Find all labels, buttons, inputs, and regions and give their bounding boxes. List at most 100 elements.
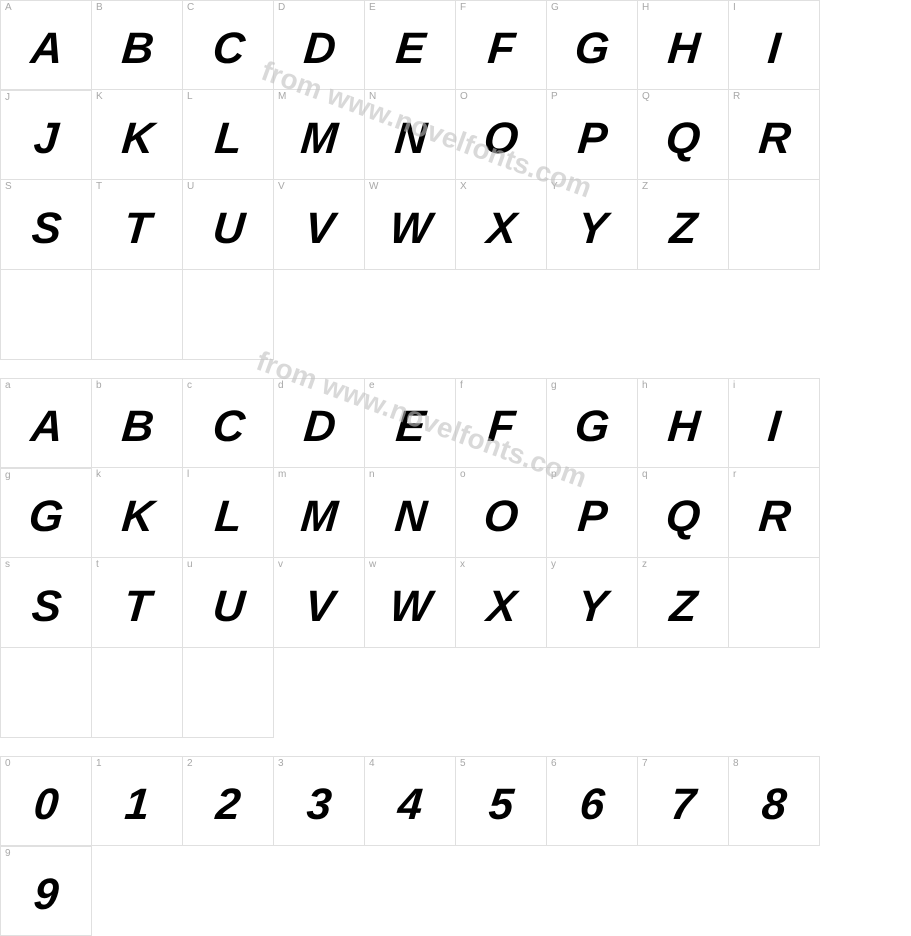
cell-label: P: [551, 91, 558, 102]
cell-label: d: [278, 380, 284, 391]
cell-glyph: J: [32, 114, 60, 164]
cell-glyph: 9: [32, 870, 60, 920]
cell-glyph: 8: [760, 780, 788, 830]
cell-label: c: [187, 380, 192, 391]
charmap-cell: LL: [183, 90, 274, 180]
charmap-cell: [729, 180, 820, 270]
charmap-cell: eE: [365, 378, 456, 468]
cell-glyph: Q: [664, 492, 702, 542]
cell-label: b: [96, 380, 102, 391]
charmap-section-lowercase: aAbBcCdDeEfFgGhHiIgGkKlLmMnNoOpPqQrRsStT…: [0, 378, 910, 738]
charmap-cell: RR: [729, 90, 820, 180]
cell-glyph: 6: [578, 780, 606, 830]
charmap-cell: cC: [183, 378, 274, 468]
cell-label: L: [187, 91, 193, 102]
cell-glyph: 0: [32, 780, 60, 830]
cell-glyph: C: [210, 24, 245, 74]
charmap-cell: [183, 648, 274, 738]
charmap-cell: sS: [1, 558, 92, 648]
cell-label: D: [278, 2, 285, 13]
charmap-cell: tT: [92, 558, 183, 648]
cell-label: C: [187, 2, 194, 13]
charmap-cell: QQ: [638, 90, 729, 180]
charmap-cell: DD: [274, 0, 365, 90]
cell-label: V: [278, 181, 285, 192]
cell-glyph: U: [210, 204, 245, 254]
cell-glyph: O: [482, 114, 520, 164]
cell-label: q: [642, 469, 648, 480]
cell-glyph: X: [485, 582, 518, 632]
cell-label: 6: [551, 758, 557, 769]
cell-label: 7: [642, 758, 648, 769]
cell-label: u: [187, 559, 193, 570]
charmap-cell: [1, 270, 92, 360]
cell-label: l: [187, 469, 189, 480]
charmap-cell: mM: [274, 468, 365, 558]
cell-label: 1: [96, 758, 102, 769]
cell-label: n: [369, 469, 375, 480]
cell-glyph: Z: [668, 204, 698, 254]
cell-label: p: [551, 469, 557, 480]
cell-label: g: [5, 470, 11, 481]
cell-glyph: T: [122, 582, 152, 632]
charmap-cell: [183, 270, 274, 360]
cell-glyph: L: [213, 114, 243, 164]
section-gap: [0, 738, 911, 756]
charmap-cell: gG: [1, 468, 92, 558]
cell-glyph: L: [213, 492, 243, 542]
charmap-cell: VV: [274, 180, 365, 270]
charmap-cell: BB: [92, 0, 183, 90]
cell-label: W: [369, 181, 378, 192]
charmap-cell: ZZ: [638, 180, 729, 270]
cell-glyph: 3: [305, 780, 333, 830]
cell-label: s: [5, 559, 10, 570]
charmap-section-uppercase: AABBCCDDEEFFGGHHIIJJKKLLMMNNOOPPQQRRSSTT…: [0, 0, 910, 360]
charmap-cell: 77: [638, 756, 729, 846]
cell-label: S: [5, 181, 12, 192]
cell-glyph: P: [576, 114, 609, 164]
cell-glyph: S: [30, 582, 63, 632]
cell-label: r: [733, 469, 736, 480]
charmap-cell: 33: [274, 756, 365, 846]
cell-label: k: [96, 469, 101, 480]
charmap-cell: 55: [456, 756, 547, 846]
charmap-cell: 11: [92, 756, 183, 846]
cell-glyph: U: [210, 582, 245, 632]
charmap-cell: wW: [365, 558, 456, 648]
cell-label: X: [460, 181, 467, 192]
charmap-cell: PP: [547, 90, 638, 180]
cell-label: U: [187, 181, 194, 192]
cell-glyph: F: [486, 402, 516, 452]
cell-label: O: [460, 91, 468, 102]
cell-glyph: W: [388, 204, 433, 254]
cell-glyph: I: [766, 402, 782, 452]
charmap-cell: hH: [638, 378, 729, 468]
charmap-cell: 88: [729, 756, 820, 846]
cell-label: K: [96, 91, 103, 102]
charmap-cell: SS: [1, 180, 92, 270]
cell-label: f: [460, 380, 463, 391]
cell-label: Z: [642, 181, 648, 192]
cell-glyph: 4: [396, 780, 424, 830]
charmap-cell: oO: [456, 468, 547, 558]
charmap-cell: yY: [547, 558, 638, 648]
cell-label: w: [369, 559, 376, 570]
cell-glyph: R: [756, 114, 791, 164]
cell-glyph: 5: [487, 780, 515, 830]
cell-label: y: [551, 559, 556, 570]
cell-glyph: B: [119, 402, 154, 452]
charmap-cell: 66: [547, 756, 638, 846]
section-gap: [0, 360, 911, 378]
charmap-cell: 99: [1, 846, 92, 936]
charmap-cell: aA: [1, 378, 92, 468]
charmap-cell: II: [729, 0, 820, 90]
charmap-cell: KK: [92, 90, 183, 180]
charmap-cell: JJ: [1, 90, 92, 180]
cell-glyph: 2: [214, 780, 242, 830]
cell-glyph: G: [573, 24, 611, 74]
charmap-cell: lL: [183, 468, 274, 558]
cell-glyph: H: [665, 24, 700, 74]
cell-label: J: [5, 92, 10, 103]
cell-label: M: [278, 91, 286, 102]
cell-glyph: H: [665, 402, 700, 452]
